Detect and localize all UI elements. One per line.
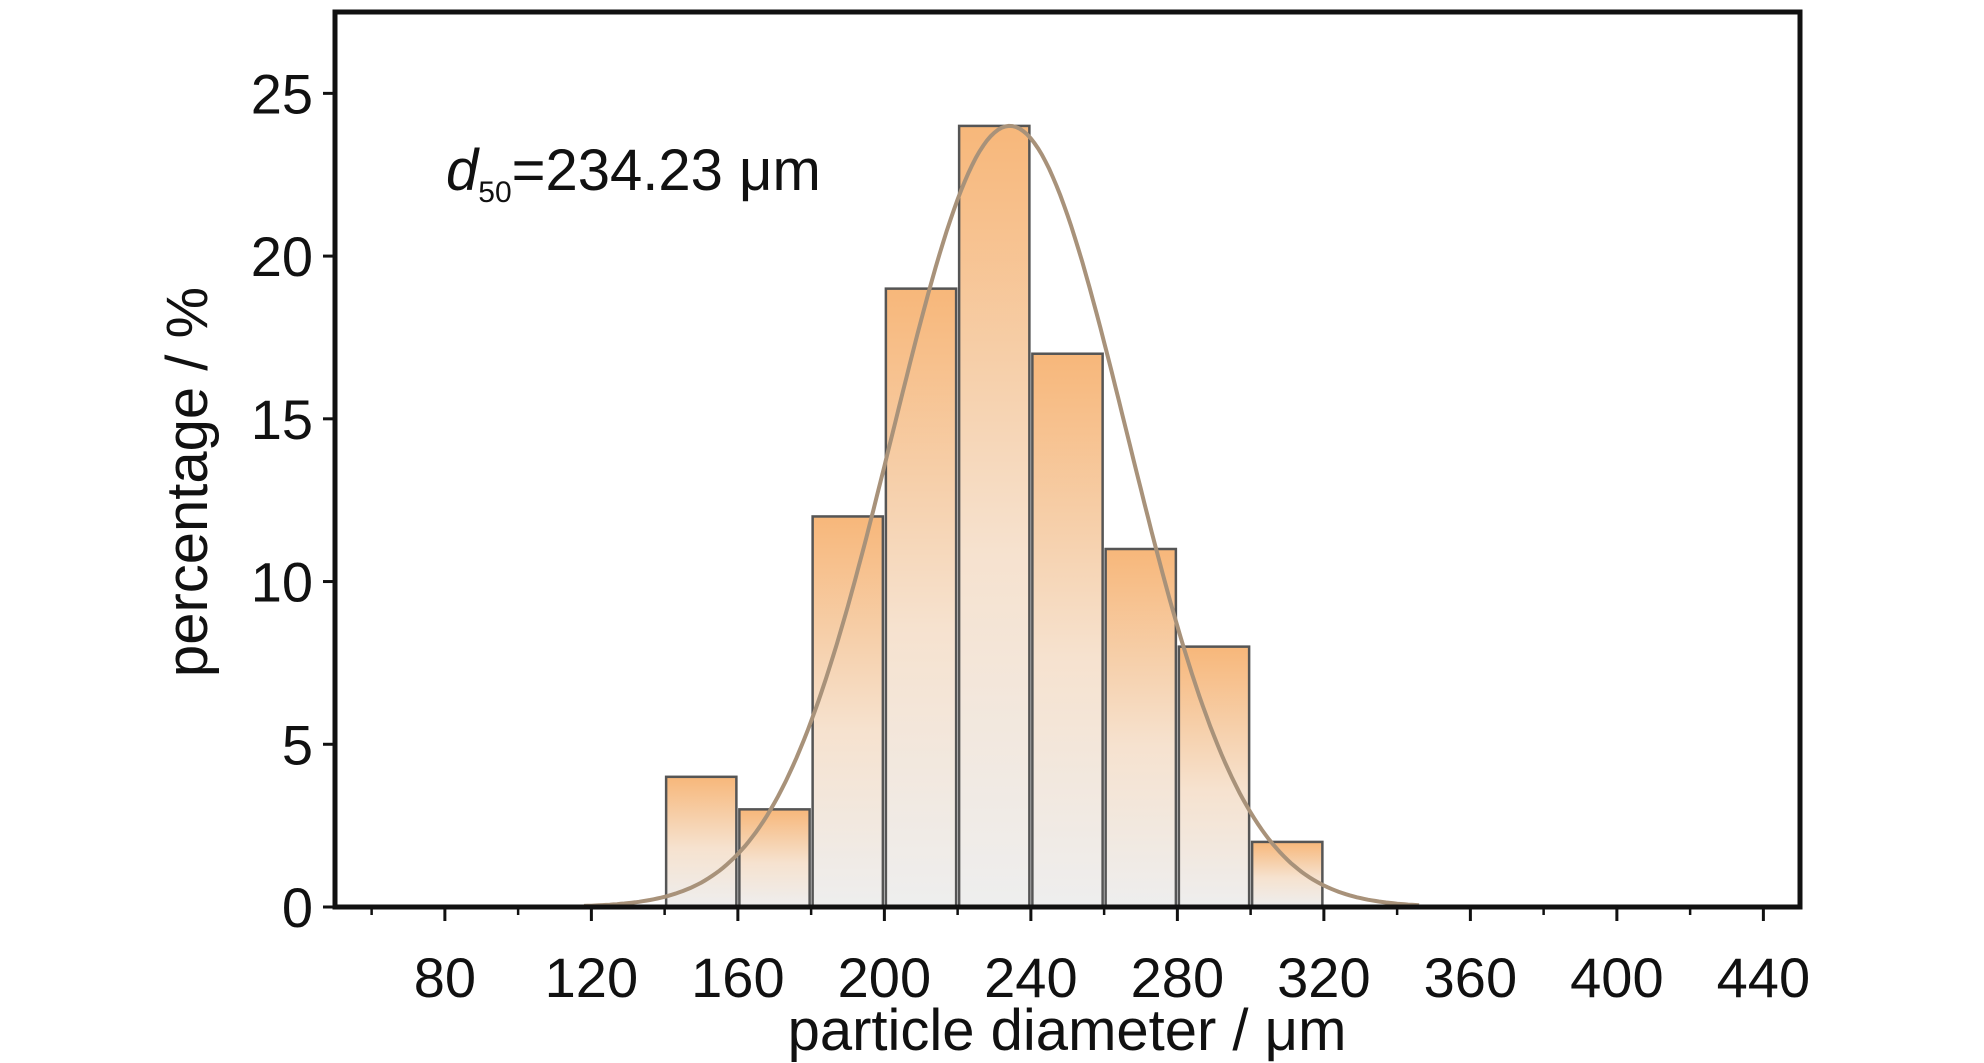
x-tick-label-160: 160	[691, 946, 784, 1009]
histogram-bar-8	[1177, 645, 1251, 909]
fit-curve	[583, 123, 1420, 908]
annotation-symbol: d	[446, 138, 480, 203]
histogram-bar-3	[811, 515, 885, 909]
y-tick-label-15: 15	[251, 388, 313, 451]
d50-annotation: d50=234.23 μm	[446, 138, 821, 209]
y-tick-label-20: 20	[251, 225, 313, 288]
x-tick-label-200: 200	[838, 946, 931, 1009]
histogram-bar-1	[664, 775, 738, 909]
x-tick-label-80: 80	[414, 946, 476, 1009]
y-tick-label-0: 0	[282, 876, 313, 939]
y-ticks-group: 0 5 10 15 20 25	[251, 62, 335, 939]
histogram-bar-5	[957, 124, 1031, 909]
y-tick-label-10: 10	[251, 551, 313, 614]
histogram-bar-6	[1031, 352, 1104, 909]
y-axis-title: percentage / %	[155, 287, 220, 677]
x-tick-label-400: 400	[1570, 946, 1663, 1009]
x-ticks-group: 80 120 160 200 240 280 320 360 400 440	[370, 907, 1810, 1009]
bars-group	[664, 124, 1324, 909]
x-tick-label-240: 240	[984, 946, 1077, 1009]
histogram-bar-9	[1250, 840, 1324, 909]
y-tick-label-5: 5	[282, 713, 313, 776]
x-tick-label-360: 360	[1424, 946, 1517, 1009]
histogram-bar-4	[884, 287, 958, 909]
histogram-bar-2	[738, 808, 811, 909]
histogram-bar-7	[1104, 547, 1178, 909]
y-tick-label-25: 25	[251, 62, 313, 125]
x-tick-label-440: 440	[1717, 946, 1810, 1009]
x-tick-label-320: 320	[1277, 946, 1370, 1009]
x-tick-label-280: 280	[1131, 946, 1224, 1009]
x-axis-title: particle diameter / μm	[788, 998, 1347, 1063]
annotation-value: =234.23 μm	[512, 138, 821, 203]
x-tick-label-120: 120	[545, 946, 638, 1009]
annotation-subscript: 50	[478, 176, 511, 209]
